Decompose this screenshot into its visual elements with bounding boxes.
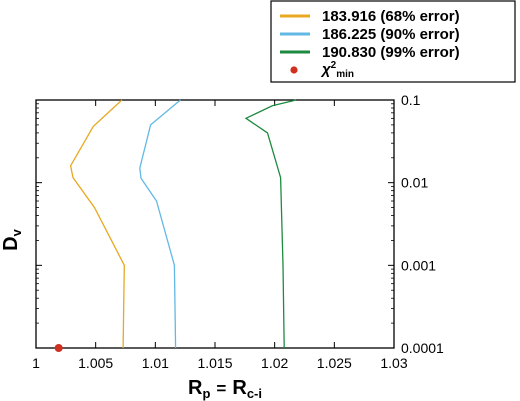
plot-frame <box>35 99 395 349</box>
legend-marker-label: χ2min <box>320 60 354 80</box>
y-axis-label: Dv <box>0 228 24 250</box>
series-line-1 <box>69 99 125 349</box>
marker-layer <box>54 344 63 352</box>
y-tick-label: 0.0001 <box>401 340 444 356</box>
y-tick-label: 0.001 <box>401 257 436 273</box>
legend-label-1: 183.916 (68% error) <box>322 8 460 25</box>
legend-label-2: 186.225 (90% error) <box>322 26 460 43</box>
legend-items: 183.916 (68% error)186.225 (90% error)19… <box>280 8 460 61</box>
chi2-min-point <box>54 344 63 352</box>
series-line-2 <box>139 99 181 349</box>
y-tick-label: 0.01 <box>401 175 428 191</box>
x-tick-label: 1.015 <box>197 355 232 371</box>
y-tick-label: 0.1 <box>401 92 421 108</box>
x-tick-label: 1.02 <box>261 355 288 371</box>
x-tick-label: 1.005 <box>78 355 113 371</box>
x-tick-label: 1.01 <box>142 355 169 371</box>
legend-marker-dot <box>290 66 298 74</box>
axis-ticks: 1 1.005 1.01 1.015 1.02 1.025 1.03 0.1 0.01 0.001… <box>32 92 444 371</box>
x-tick-label: 1.03 <box>380 355 407 371</box>
legend-label-3: 190.830 (99% error) <box>322 44 460 61</box>
series-line-3 <box>244 99 297 349</box>
x-tick-label: 1 <box>32 355 40 371</box>
legend-box <box>270 0 516 83</box>
legend-item-marker: χ2min <box>290 60 354 80</box>
series-layer <box>69 99 297 349</box>
x-axis-label: Rp = Rc-i <box>188 377 262 401</box>
x-tick-label: 1.025 <box>317 355 352 371</box>
legend: 183.916 (68% error)186.225 (90% error)19… <box>270 0 516 83</box>
